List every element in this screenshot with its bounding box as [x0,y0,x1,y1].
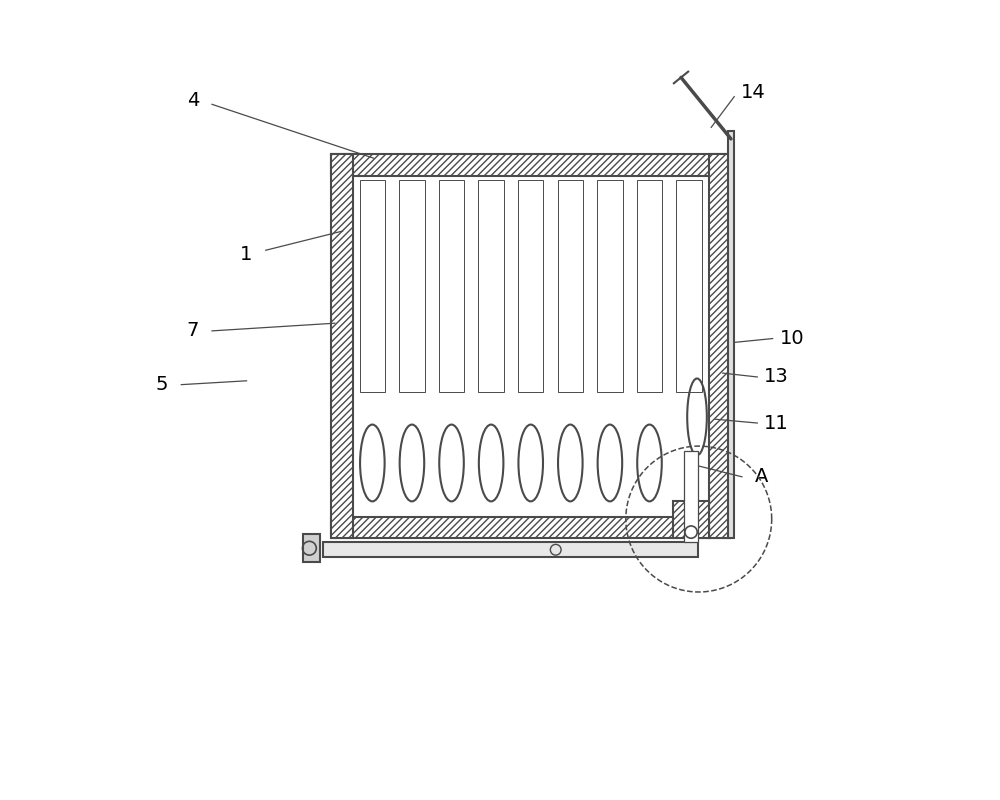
Bar [399,179,425,392]
Bar [518,179,543,392]
Text: 5: 5 [156,375,168,394]
Bar [728,131,734,538]
Text: 10: 10 [780,329,804,348]
Text: 13: 13 [764,367,789,386]
Bar [637,179,662,392]
Bar [676,179,702,392]
Bar [303,534,320,562]
Text: 4: 4 [187,91,199,110]
Bar [360,179,385,392]
Text: 7: 7 [187,322,199,340]
Text: A: A [754,467,768,486]
Bar [709,154,730,538]
Bar [673,502,709,538]
Bar [597,179,623,392]
Text: 1: 1 [240,245,253,263]
Text: 11: 11 [764,414,789,433]
Bar [331,154,730,176]
Bar [331,154,353,538]
Bar [558,179,583,392]
Bar [478,179,504,392]
Text: 14: 14 [741,83,766,102]
Bar [323,542,698,558]
Bar [331,517,730,538]
Bar [684,451,698,542]
Bar [439,179,464,392]
